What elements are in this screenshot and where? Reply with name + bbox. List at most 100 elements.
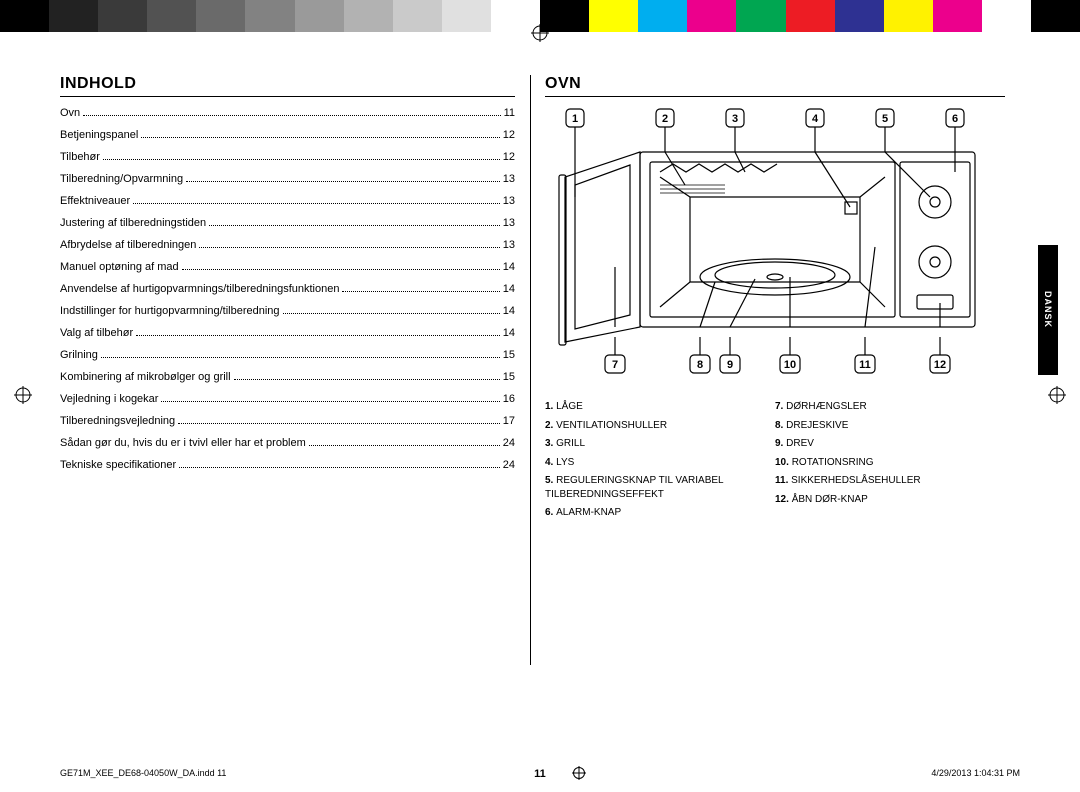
svg-text:1: 1: [572, 113, 578, 125]
legend-text: REGULERINGSKNAP TIL VARIABEL TILBEREDNIN…: [545, 475, 723, 500]
toc-leader: [103, 159, 500, 160]
toc-leader: [101, 357, 500, 358]
toc-row: Vejledning i kogekar16: [60, 393, 515, 405]
legend-item: 7. DØRHÆNGSLER: [775, 400, 921, 414]
footer-timestamp: 4/29/2013 1:04:31 PM: [931, 768, 1020, 778]
svg-text:6: 6: [952, 113, 958, 125]
toc-page: 24: [503, 437, 515, 449]
legend-item: 1. LÅGE: [545, 400, 745, 414]
legend-text: ÅBN DØR-KNAP: [792, 494, 868, 505]
toc-label: Tilberedning/Opvarmning: [60, 173, 183, 185]
toc-label: Sådan gør du, hvis du er i tvivl eller h…: [60, 437, 306, 449]
color-swatch: [98, 0, 147, 32]
toc-leader: [83, 115, 500, 116]
toc-label: Manuel optøning af mad: [60, 261, 179, 273]
toc-leader: [178, 423, 500, 424]
legend-text: GRILL: [556, 438, 585, 449]
legend-text: DREV: [786, 438, 814, 449]
toc-label: Ovn: [60, 107, 80, 119]
color-swatch: [344, 0, 393, 32]
toc-label: Kombinering af mikrobølger og grill: [60, 371, 231, 383]
toc-label: Afbrydelse af tilberedningen: [60, 239, 196, 251]
color-swatch: [638, 0, 687, 32]
footer-registration-mark: [572, 766, 586, 780]
legend-text: VENTILATIONSHULLER: [556, 420, 667, 431]
legend-item: 10. ROTATIONSRING: [775, 456, 921, 470]
toc-leader: [186, 181, 500, 182]
oven-diagram: 123456789101112: [545, 107, 985, 377]
toc-label: Indstillinger for hurtigopvarmning/tilbe…: [60, 305, 280, 317]
toc-column: INDHOLD Ovn11Betjeningspanel12Tilbehør12…: [60, 75, 515, 481]
toc-row: Betjeningspanel12: [60, 129, 515, 141]
svg-text:8: 8: [697, 359, 703, 371]
legend-text: SIKKERHEDSLÅSEHULLER: [791, 475, 921, 486]
legend-item: 12. ÅBN DØR-KNAP: [775, 493, 921, 507]
legend-number: 6.: [545, 507, 556, 518]
toc-page: 13: [503, 173, 515, 185]
svg-text:10: 10: [784, 359, 796, 371]
toc-leader: [234, 379, 500, 380]
legend-item: 9. DREV: [775, 437, 921, 451]
toc-row: Afbrydelse af tilberedningen13: [60, 239, 515, 251]
toc-row: Grilning15: [60, 349, 515, 361]
legend-number: 2.: [545, 420, 556, 431]
toc-page: 15: [503, 371, 515, 383]
legend-item: 5. REGULERINGSKNAP TIL VARIABEL TILBERED…: [545, 474, 745, 501]
legend-number: 12.: [775, 494, 792, 505]
toc-row: Kombinering af mikrobølger og grill 15: [60, 371, 515, 383]
color-swatch: [295, 0, 344, 32]
registration-mark-right: [1048, 386, 1066, 404]
toc-label: Tilbehør: [60, 151, 100, 163]
toc-label: Valg af tilbehør: [60, 327, 133, 339]
color-swatch: [835, 0, 884, 32]
toc-leader: [136, 335, 500, 336]
color-swatch: [49, 0, 98, 32]
svg-text:5: 5: [882, 113, 888, 125]
legend-number: 7.: [775, 401, 786, 412]
toc-page: 24: [503, 459, 515, 471]
toc-page: 15: [503, 349, 515, 361]
color-swatch: [147, 0, 196, 32]
toc-label: Anvendelse af hurtigopvarmnings/tilbered…: [60, 283, 339, 295]
color-swatch: [393, 0, 442, 32]
legend-item: 2. VENTILATIONSHULLER: [545, 419, 745, 433]
toc-leader: [179, 467, 500, 468]
ovn-column: OVN 123456789101112 1. LÅGE2. VENTILATIO…: [545, 75, 1005, 525]
toc-row: Indstillinger for hurtigopvarmning/tilbe…: [60, 305, 515, 317]
svg-text:7: 7: [612, 359, 618, 371]
legend-text: LYS: [556, 457, 574, 468]
legend-number: 1.: [545, 401, 556, 412]
column-divider: [530, 75, 531, 665]
color-swatch: [589, 0, 638, 32]
toc-page: 14: [503, 327, 515, 339]
svg-text:11: 11: [859, 359, 871, 371]
legend-number: 3.: [545, 438, 556, 449]
legend-text: DREJESKIVE: [786, 420, 848, 431]
legend-item: 4. LYS: [545, 456, 745, 470]
svg-text:9: 9: [727, 359, 733, 371]
toc-leader: [342, 291, 499, 292]
legend-number: 4.: [545, 457, 556, 468]
toc-label: Tilberedningsvejledning: [60, 415, 175, 427]
legend-item: 8. DREJESKIVE: [775, 419, 921, 433]
toc-page: 17: [503, 415, 515, 427]
svg-text:2: 2: [662, 113, 668, 125]
toc-label: Effektniveauer: [60, 195, 130, 207]
page-content: INDHOLD Ovn11Betjeningspanel12Tilbehør12…: [60, 75, 1020, 752]
toc-row: Tilberedning/Opvarmning 13: [60, 173, 515, 185]
toc-page: 13: [503, 217, 515, 229]
legend-number: 11.: [775, 475, 791, 486]
legend-number: 10.: [775, 457, 792, 468]
color-swatch: [982, 0, 1031, 32]
color-swatch: [442, 0, 491, 32]
legend-item: 3. GRILL: [545, 437, 745, 451]
toc-label: Justering af tilberedningstiden: [60, 217, 206, 229]
toc-leader: [133, 203, 500, 204]
toc-label: Betjeningspanel: [60, 129, 138, 141]
legend-text: ROTATIONSRING: [792, 457, 874, 468]
color-swatch: [786, 0, 835, 32]
color-swatch: [245, 0, 294, 32]
toc-row: Valg af tilbehør 14: [60, 327, 515, 339]
toc-page: 14: [503, 283, 515, 295]
color-swatch: [884, 0, 933, 32]
